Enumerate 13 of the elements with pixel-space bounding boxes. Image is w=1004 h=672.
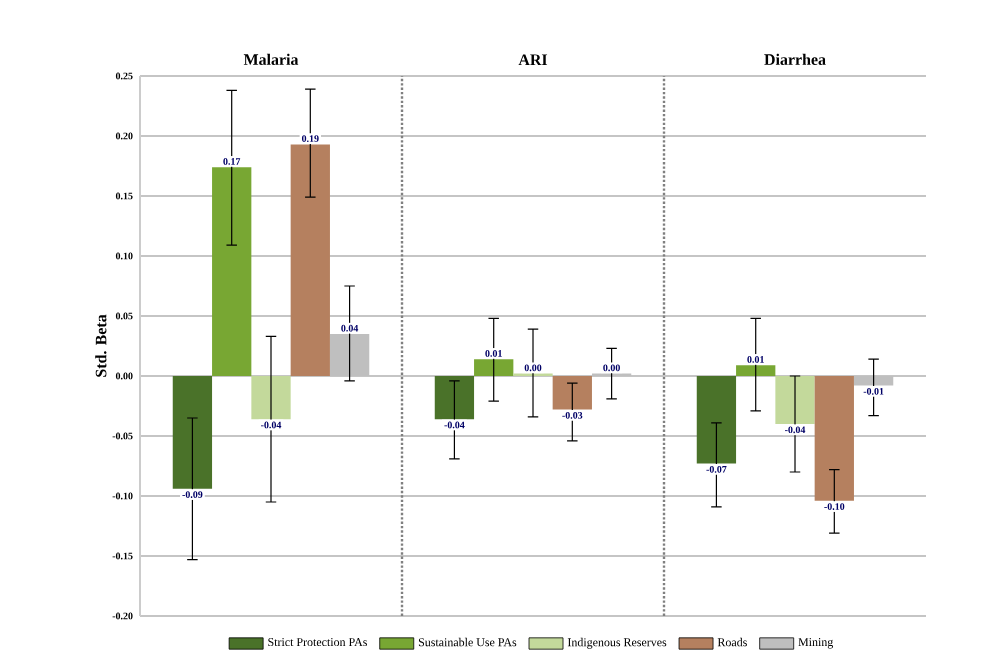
bar (212, 167, 252, 376)
bar (775, 375, 815, 424)
bar (853, 375, 894, 386)
bar (290, 144, 330, 376)
bar (329, 333, 370, 376)
bar (814, 375, 854, 501)
bar (696, 375, 737, 464)
bar (474, 359, 514, 376)
bar (172, 375, 213, 489)
bar (251, 375, 291, 420)
bar (434, 375, 475, 420)
bar (736, 365, 776, 376)
bar (552, 375, 592, 410)
